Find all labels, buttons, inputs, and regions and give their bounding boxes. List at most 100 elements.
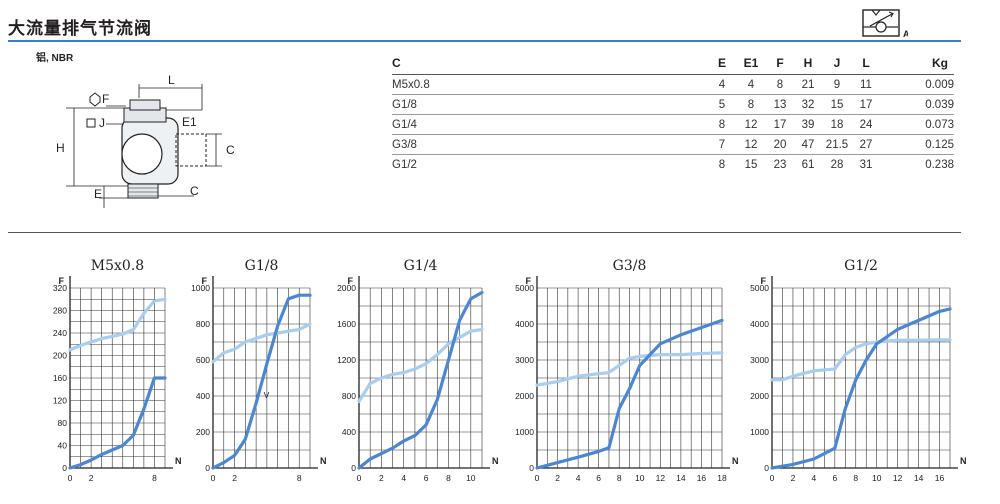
table-cell: 15 xyxy=(736,154,766,174)
series-line-1 xyxy=(535,318,724,470)
y-tick-label: 4000 xyxy=(515,319,534,329)
table-row: G1/4 8 12 17 39 18 24 0.073 xyxy=(392,114,954,135)
col-header: E1 xyxy=(736,52,766,75)
dim-L-label: L xyxy=(168,73,175,87)
table-cell: 12 xyxy=(736,134,766,155)
table-cell: M5x0.8 xyxy=(392,78,430,91)
x-tick-label: 10 xyxy=(466,473,476,483)
y-tick-label: 0 xyxy=(529,463,534,473)
table-cell: 13 xyxy=(766,94,794,115)
y-axis-label: F xyxy=(348,276,354,286)
y-tick-label: 2000 xyxy=(515,391,534,401)
x-tick-label: 2 xyxy=(89,473,94,483)
chart-0: M5x0.8 F N 0 40 80 120 160 200 240 280 320 0 2 8 xyxy=(53,258,182,483)
col-header: C xyxy=(392,52,708,75)
x-tick-label: 4 xyxy=(812,473,817,483)
table-cell: 0.039 xyxy=(880,94,954,115)
x-tick-label: 10 xyxy=(872,473,882,483)
dim-C-bottom-label: C xyxy=(190,184,199,198)
x-tick-label: 2 xyxy=(555,473,560,483)
series-line-1 xyxy=(211,293,312,470)
dim-F-label: F xyxy=(102,92,109,106)
chart-title: G1/4 xyxy=(404,258,438,274)
x-axis-label: N xyxy=(732,456,739,466)
x-tick-label: 0 xyxy=(770,473,775,483)
y-tick-label: 2000 xyxy=(750,391,769,401)
dim-E-label: E xyxy=(94,187,102,201)
table-header-row: C E E1 F H J L Kg xyxy=(392,52,954,75)
table-cell: G1/2 xyxy=(392,154,708,174)
dim-J-label: J xyxy=(99,116,105,130)
x-tick-label: 8 xyxy=(152,473,157,483)
x-tick-label: 8 xyxy=(297,473,302,483)
x-tick-label: 14 xyxy=(914,473,924,483)
table-cell: 11 xyxy=(860,78,872,91)
x-tick-label: 6 xyxy=(424,473,429,483)
x-tick-label: 14 xyxy=(676,473,686,483)
y-axis-label: F xyxy=(526,276,532,286)
col-header: H xyxy=(794,52,822,75)
x-tick-label: 16 xyxy=(697,473,707,483)
y-tick-label: 400 xyxy=(342,427,356,437)
table-cell: 21 xyxy=(801,78,815,91)
table-cell: 39 xyxy=(794,114,822,135)
x-tick-label: 8 xyxy=(853,473,858,483)
dim-H-label: H xyxy=(56,141,65,155)
y-tick-label: 0 xyxy=(205,463,210,473)
table-cell: 8 xyxy=(776,78,784,91)
series-line-1 xyxy=(357,290,484,470)
col-header: Kg xyxy=(880,52,954,75)
symbol-label: A xyxy=(903,29,908,39)
x-axis-label: N xyxy=(492,456,499,466)
series-line-0 xyxy=(770,338,952,382)
x-tick-label: 16 xyxy=(935,473,945,483)
y-axis-label: F xyxy=(761,276,767,286)
dimension-drawing: F J L E1 H C E C xyxy=(56,73,235,208)
valve-symbol-icon: A xyxy=(862,9,908,39)
table-cell: 61 xyxy=(794,154,822,174)
dim-C-right-label: C xyxy=(226,143,235,157)
col-header: J xyxy=(822,52,852,75)
table-cell: 9 xyxy=(833,78,841,91)
series-line-1 xyxy=(68,376,167,470)
dim-E1-label: E1 xyxy=(182,115,197,129)
y-tick-label: 0 xyxy=(764,463,769,473)
table-cell: 8 xyxy=(708,154,736,174)
table-cell: 0.073 xyxy=(880,114,954,135)
chart-2: G1/4 F N 0 400 800 1200 1600 2000 0 2 4 6 8 10 xyxy=(337,258,498,483)
chart-title: G1/8 xyxy=(245,258,279,274)
col-header: F xyxy=(766,52,794,75)
table-cell: 0.009 xyxy=(925,78,954,91)
table-cell: 27 xyxy=(852,134,880,155)
chart-title: G3/8 xyxy=(613,258,647,274)
y-tick-label: 800 xyxy=(196,319,210,329)
x-tick-label: 0 xyxy=(68,473,73,483)
table-cell: 18 xyxy=(822,114,852,135)
x-tick-label: 8 xyxy=(617,473,622,483)
table-cell: 21.5 xyxy=(822,134,852,155)
x-tick-label: 2 xyxy=(791,473,796,483)
y-tick-label: 400 xyxy=(196,391,210,401)
x-tick-label: 12 xyxy=(656,473,666,483)
y-tick-label: 120 xyxy=(53,396,67,406)
x-tick-label: 12 xyxy=(893,473,903,483)
x-tick-label: 2 xyxy=(379,473,384,483)
y-tick-label: 1000 xyxy=(515,427,534,437)
x-tick-label: 8 xyxy=(446,473,451,483)
x-tick-label: 6 xyxy=(832,473,837,483)
chart-title: G1/2 xyxy=(844,258,878,274)
series-line-1 xyxy=(770,307,952,470)
x-tick-label: 0 xyxy=(357,473,362,483)
table-cell: 15 xyxy=(822,94,852,115)
table-row: G3/8 7 12 20 47 21.5 27 0.125 xyxy=(392,134,954,155)
table-cell: 12 xyxy=(736,114,766,135)
table-cell: 28 xyxy=(822,154,852,174)
title-rule xyxy=(8,40,961,42)
section-divider xyxy=(8,232,961,233)
table-cell: G1/4 xyxy=(392,114,708,135)
x-tick-label: 6 xyxy=(596,473,601,483)
x-tick-label: 10 xyxy=(635,473,645,483)
x-tick-label: 2 xyxy=(232,473,237,483)
table-cell: 7 xyxy=(708,134,736,155)
x-tick-label: 4 xyxy=(401,473,406,483)
